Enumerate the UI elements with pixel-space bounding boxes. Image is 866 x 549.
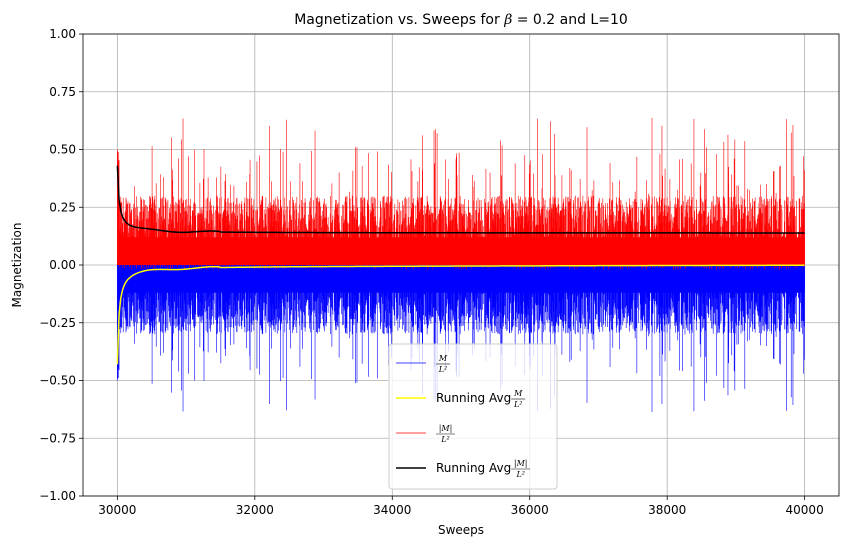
y-axis-label: Magnetization	[10, 223, 24, 308]
y-tick-label: −0.50	[39, 374, 76, 388]
legend-denominator-1: L²	[438, 365, 448, 374]
legend-denominator-4: L²	[515, 470, 525, 479]
y-tick-label: 0.25	[49, 200, 76, 214]
legend-numerator-1: M	[438, 354, 448, 363]
axes: 30000 32000 34000 36000 38000 40000 −1.00 −0.75…	[39, 27, 824, 517]
x-tick-label: 34000	[373, 503, 411, 517]
x-tick-label: 32000	[236, 503, 274, 517]
legend-label-2: Running Avg	[436, 391, 511, 405]
y-tick-label: 0.50	[49, 143, 76, 157]
legend-frame	[388, 343, 558, 490]
series-3-band	[117, 237, 805, 265]
legend-numerator-3: |M|	[439, 424, 453, 433]
legend-numerator-2: M	[513, 389, 523, 398]
x-tick-label: 40000	[786, 503, 824, 517]
x-tick-label: 30000	[98, 503, 136, 517]
y-tick-label: 0.00	[49, 258, 76, 272]
y-tick-label: −0.75	[39, 431, 76, 445]
legend-denominator-3: L²	[440, 435, 450, 444]
series-layer	[116, 118, 805, 412]
x-axis-label: Sweeps	[438, 523, 484, 537]
legend-denominator-2: L²	[513, 400, 523, 409]
y-tick-label: 0.75	[49, 85, 76, 99]
y-tick-label: 1.00	[49, 27, 76, 41]
y-tick-label: −1.00	[39, 489, 76, 503]
y-tick-label: −0.25	[39, 316, 76, 330]
x-tick-label: 38000	[648, 503, 686, 517]
legend-label-4: Running Avg	[436, 461, 511, 475]
series-1-band	[117, 265, 805, 293]
series-4-running-line	[116, 165, 805, 234]
series-2-running-line	[116, 264, 805, 365]
x-tick-label: 36000	[511, 503, 549, 517]
legend-numerator-4: |M|	[514, 459, 528, 468]
chart-title: Magnetization vs. Sweeps for β = 0.2 and…	[294, 12, 628, 28]
